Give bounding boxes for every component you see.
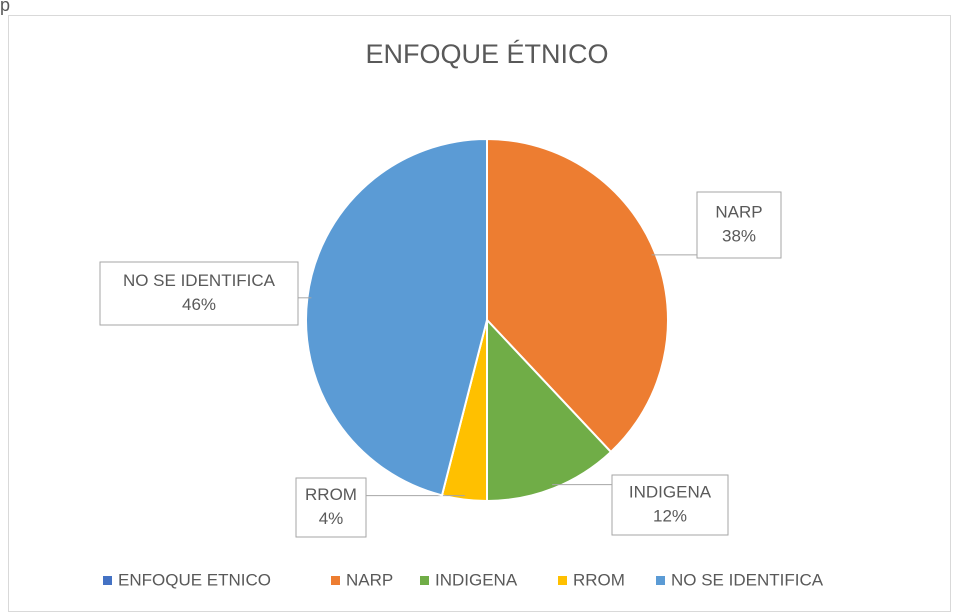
data-label-value: 4% [319, 509, 344, 528]
legend-label: INDIGENA [435, 570, 518, 589]
legend-label: NARP [346, 570, 393, 589]
pie-slice [486, 137, 669, 454]
chart-title: ENFOQUE ÉTNICO [365, 39, 608, 69]
label-box [99, 261, 299, 326]
data-label-value: 38% [722, 226, 756, 245]
data-label-name: NARP [715, 202, 762, 221]
data-label-name: NO SE IDENTIFICA [123, 271, 276, 290]
label-box [295, 477, 367, 538]
page-fragment: p [0, 0, 10, 15]
data-label-name: INDIGENA [629, 482, 712, 501]
legend-swatch [331, 576, 340, 585]
label-box [611, 474, 729, 536]
data-label-name: RROM [305, 485, 357, 504]
legend-label: NO SE IDENTIFICA [671, 570, 824, 589]
legend-label: RROM [573, 570, 625, 589]
legend-swatch [420, 576, 429, 585]
data-label-value: 12% [653, 506, 687, 525]
legend-label: ENFOQUE ETNICO [118, 570, 271, 589]
legend-swatch [103, 576, 112, 585]
data-label-value: 46% [182, 295, 216, 314]
label-box [696, 191, 782, 259]
legend-swatch [656, 576, 665, 585]
pie-slice [486, 317, 613, 503]
legend-swatch [558, 576, 567, 585]
